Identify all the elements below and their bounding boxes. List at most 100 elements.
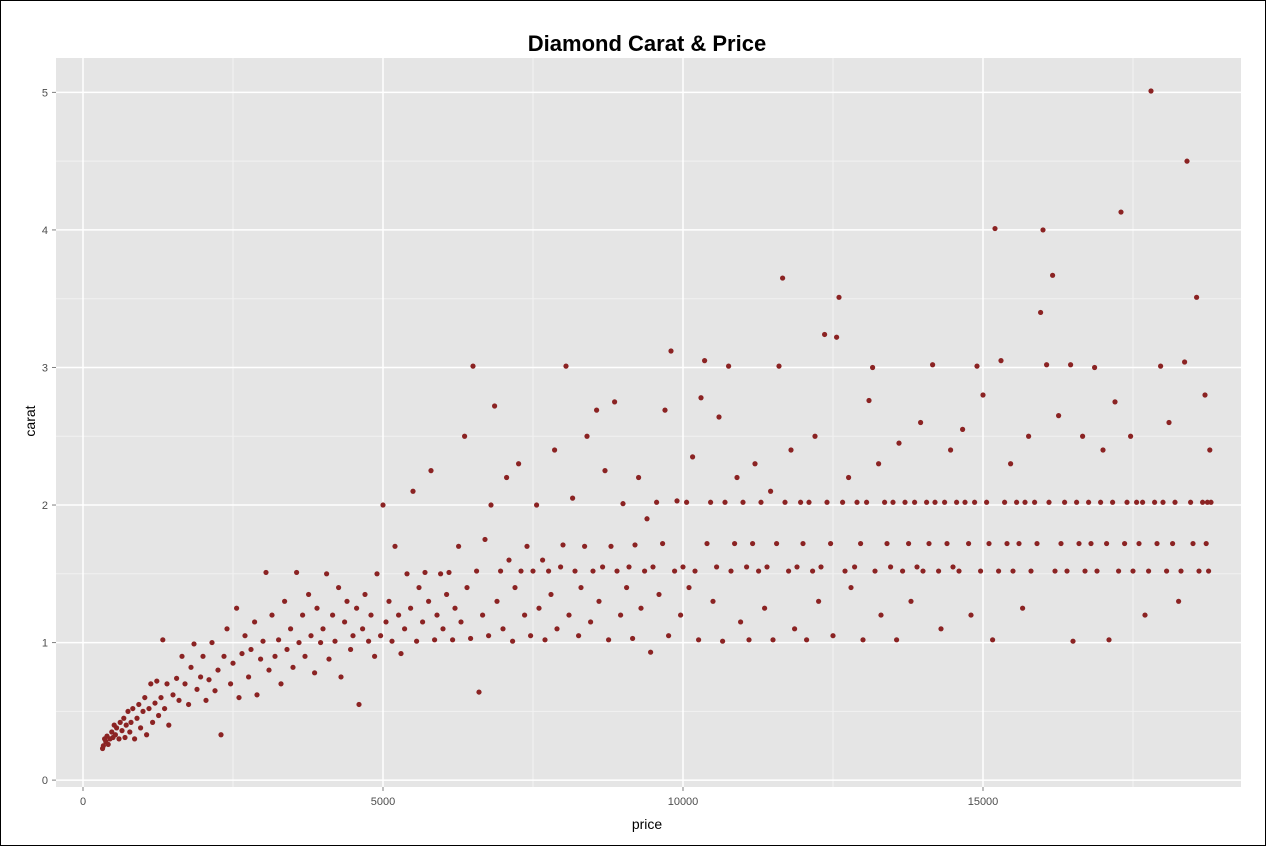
data-point	[209, 639, 215, 646]
data-point	[1190, 540, 1196, 547]
data-point	[830, 633, 836, 639]
data-point	[782, 499, 788, 505]
data-point	[494, 598, 500, 604]
data-point	[1182, 359, 1188, 365]
data-point	[566, 612, 572, 618]
data-point	[246, 674, 252, 680]
data-point	[1088, 540, 1094, 547]
data-point	[416, 584, 422, 591]
data-point	[770, 637, 776, 643]
data-point	[203, 697, 209, 703]
data-point	[392, 543, 398, 549]
data-point	[852, 564, 858, 570]
data-point	[582, 543, 588, 549]
y-tick-label: 4	[42, 225, 48, 237]
data-point	[1194, 294, 1200, 300]
data-point	[780, 275, 786, 281]
data-point	[194, 686, 200, 692]
data-point	[546, 568, 552, 574]
data-point	[1178, 568, 1184, 574]
data-point	[348, 646, 354, 653]
data-point	[822, 331, 828, 338]
data-point	[1170, 540, 1176, 547]
data-point	[872, 568, 878, 574]
data-point	[704, 540, 710, 547]
y-tick-label: 3	[42, 362, 48, 374]
data-point	[1116, 568, 1122, 574]
data-point	[366, 638, 372, 644]
data-point	[300, 612, 306, 618]
data-point	[540, 557, 546, 563]
data-point	[570, 495, 576, 501]
data-point	[674, 498, 680, 504]
data-point	[890, 499, 896, 505]
data-point	[383, 619, 389, 625]
data-point	[762, 605, 768, 611]
data-point	[626, 564, 632, 570]
data-point	[386, 598, 392, 604]
data-point	[1184, 158, 1190, 164]
y-tick-label: 0	[42, 775, 48, 787]
data-point	[966, 540, 972, 547]
chart-title: Diamond Carat & Price	[528, 31, 766, 56]
data-point	[284, 646, 290, 653]
data-point	[692, 568, 698, 574]
data-point	[112, 732, 118, 738]
data-point	[121, 715, 127, 721]
data-point	[860, 637, 866, 643]
data-point	[572, 568, 578, 574]
data-point	[518, 568, 524, 574]
data-point	[215, 667, 221, 673]
data-point	[330, 612, 336, 618]
data-point	[594, 407, 600, 413]
data-point	[272, 653, 278, 659]
data-point	[690, 454, 696, 460]
data-point	[722, 499, 728, 505]
data-point	[960, 426, 966, 432]
data-point	[200, 653, 206, 659]
data-point	[456, 543, 462, 549]
data-point	[1208, 499, 1214, 505]
data-point	[198, 674, 204, 680]
data-point	[884, 540, 890, 547]
data-point	[1062, 499, 1068, 505]
y-tick-label: 5	[42, 87, 48, 99]
data-point	[188, 664, 194, 670]
data-point	[786, 568, 792, 574]
data-point	[179, 653, 185, 659]
data-point	[174, 675, 180, 681]
data-point	[248, 646, 254, 653]
data-point	[816, 598, 822, 604]
major-gridlines	[56, 58, 1241, 787]
data-point	[228, 681, 234, 687]
data-point	[396, 612, 402, 618]
data-point	[764, 564, 770, 570]
data-point	[614, 568, 620, 574]
data-point	[1028, 568, 1034, 574]
data-point	[914, 564, 920, 570]
data-point	[1166, 419, 1172, 426]
data-point	[708, 499, 714, 505]
data-point	[338, 674, 344, 680]
data-point	[654, 499, 660, 505]
data-point	[660, 540, 666, 547]
data-point	[450, 637, 456, 643]
data-point	[1086, 499, 1092, 505]
data-point	[132, 736, 138, 742]
data-point	[420, 619, 426, 625]
data-point	[344, 598, 350, 604]
data-point	[1002, 499, 1008, 505]
data-point	[166, 722, 172, 728]
data-point	[320, 626, 326, 632]
data-point	[468, 635, 474, 642]
data-point	[596, 598, 602, 604]
data-point	[212, 688, 218, 694]
data-point	[560, 542, 566, 548]
data-point	[576, 633, 582, 639]
data-point	[114, 725, 120, 731]
data-point	[1026, 433, 1032, 439]
data-point	[810, 568, 816, 574]
data-point	[191, 641, 197, 647]
data-point	[1040, 227, 1046, 233]
data-point	[548, 591, 554, 598]
